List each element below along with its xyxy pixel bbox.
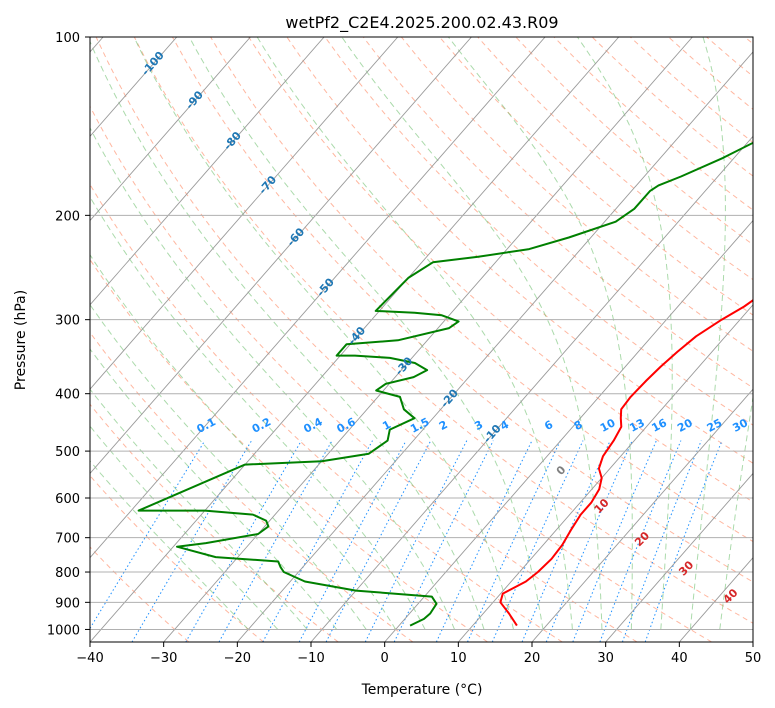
chart-title: wetPf2_C2E4.2025.200.02.43.R09 bbox=[285, 13, 558, 33]
dry-adiabat-line bbox=[171, 37, 753, 583]
mixing-ratio-line bbox=[435, 440, 533, 642]
moist-adiabat-line bbox=[188, 37, 544, 630]
isotherm-line bbox=[90, 37, 546, 559]
isotherm-line bbox=[163, 37, 693, 642]
dry-adiabat-line bbox=[90, 183, 563, 642]
dry-adiabat-line bbox=[90, 403, 339, 642]
plot-background bbox=[90, 37, 753, 642]
dry-adiabat-line bbox=[90, 474, 264, 642]
moist-adiabat-line bbox=[90, 253, 397, 630]
x-tick-label: 20 bbox=[524, 651, 541, 666]
dry-adiabat-line bbox=[90, 105, 638, 642]
profile-line bbox=[137, 141, 753, 627]
y-tick-label: 700 bbox=[55, 532, 80, 547]
moist-adiabat-line bbox=[90, 40, 485, 630]
mixing-ratio-line bbox=[131, 440, 253, 642]
y-tick-label: 600 bbox=[55, 492, 80, 507]
isotherm-line bbox=[90, 37, 620, 642]
mixing-ratio-line bbox=[218, 440, 333, 642]
x-tick-label: −40 bbox=[76, 651, 103, 666]
mixing-ratio-line bbox=[521, 440, 611, 642]
moist-adiabat-line bbox=[689, 37, 726, 630]
y-axis: 100 200 300 400 500 600 700 800 900 1000 bbox=[47, 31, 90, 638]
moist-adiabat-line bbox=[90, 460, 249, 630]
x-tick-label: −20 bbox=[224, 651, 251, 666]
isotherm-line bbox=[90, 37, 399, 390]
isotherm-line bbox=[752, 641, 753, 642]
y-tick-label: 1000 bbox=[47, 623, 80, 638]
mixing-ratio-line bbox=[262, 440, 373, 642]
dry-adiabat-line bbox=[286, 37, 753, 464]
moist-adiabat-line bbox=[448, 37, 633, 630]
mixing-ratio-line bbox=[467, 440, 561, 642]
y-tick-label: 900 bbox=[55, 596, 80, 611]
moist-adiabat-line bbox=[341, 37, 603, 630]
y-tick-label: 100 bbox=[55, 31, 80, 46]
mixing-ratio-label: 30 bbox=[730, 416, 750, 435]
y-tick-label: 400 bbox=[55, 388, 80, 403]
moist-adiabat-line bbox=[90, 196, 426, 630]
isotherm-line bbox=[605, 472, 753, 642]
profile-lines bbox=[137, 141, 753, 627]
moist-adiabat-line bbox=[576, 37, 673, 630]
x-tick-label: −10 bbox=[297, 651, 324, 666]
mixing-ratio-label: 20 bbox=[675, 416, 695, 435]
x-tick-label: 10 bbox=[450, 651, 467, 666]
isotherm-line bbox=[90, 37, 251, 222]
dry-adiabat-line bbox=[133, 37, 753, 624]
y-axis-label: Pressure (hPa) bbox=[13, 290, 29, 390]
x-tick-label: 40 bbox=[671, 651, 688, 666]
mixing-ratio-line bbox=[545, 440, 633, 642]
x-axis: −40 −30 −20 −10 0 10 20 30 40 50 bbox=[76, 642, 761, 666]
mixing-ratio-line bbox=[364, 440, 468, 642]
isotherm-line bbox=[531, 388, 753, 642]
mixing-ratio-line bbox=[644, 440, 723, 642]
mixing-ratio-label: 13 bbox=[627, 416, 647, 435]
moist-adiabat-line bbox=[90, 348, 338, 630]
x-tick-label: 0 bbox=[381, 651, 389, 666]
mixing-ratio-line bbox=[393, 440, 494, 642]
mixing-ratio-label: 25 bbox=[705, 416, 725, 435]
dry-adiabat-line bbox=[90, 258, 488, 642]
y-tick-label: 800 bbox=[55, 566, 80, 581]
isotherm-line bbox=[90, 37, 472, 475]
isotherm-line bbox=[310, 135, 753, 642]
mixing-ratio-label: 10 bbox=[598, 416, 618, 435]
moist-adiabat-line bbox=[90, 126, 456, 630]
mixing-ratio-line bbox=[599, 440, 682, 642]
mixing-ratio-line bbox=[90, 440, 206, 630]
moist-adiabat-line bbox=[256, 37, 573, 630]
profile-line bbox=[499, 298, 753, 627]
mixing-ratio-label: 16 bbox=[649, 416, 669, 435]
mixing-ratio-line bbox=[491, 440, 584, 642]
x-tick-label: −30 bbox=[150, 651, 177, 666]
plot-frame bbox=[89, 36, 754, 643]
dry-adiabat-line bbox=[324, 37, 753, 426]
mixing-ratio-line bbox=[621, 440, 702, 642]
background-lines bbox=[90, 37, 753, 642]
moist-adiabat-line bbox=[719, 394, 753, 630]
y-tick-label: 200 bbox=[55, 209, 80, 224]
x-axis-label: Temperature (°C) bbox=[361, 682, 483, 698]
isotherm-line bbox=[236, 51, 753, 642]
isotherm-line bbox=[384, 219, 753, 642]
y-tick-label: 300 bbox=[55, 314, 80, 329]
isotherm-line bbox=[90, 37, 325, 306]
x-tick-label: 50 bbox=[745, 651, 762, 666]
moist-adiabat-line bbox=[90, 388, 308, 630]
isotherm-line bbox=[457, 304, 753, 642]
mixing-ratio-line bbox=[325, 440, 432, 642]
dry-adiabat-line bbox=[401, 37, 753, 352]
dry-adiabat-line bbox=[95, 37, 712, 642]
moist-adiabat-line bbox=[90, 425, 279, 630]
y-tick-label: 500 bbox=[55, 445, 80, 460]
mixing-ratio-line bbox=[298, 440, 407, 642]
x-tick-label: 30 bbox=[597, 651, 614, 666]
moist-adiabat-line bbox=[133, 37, 514, 630]
